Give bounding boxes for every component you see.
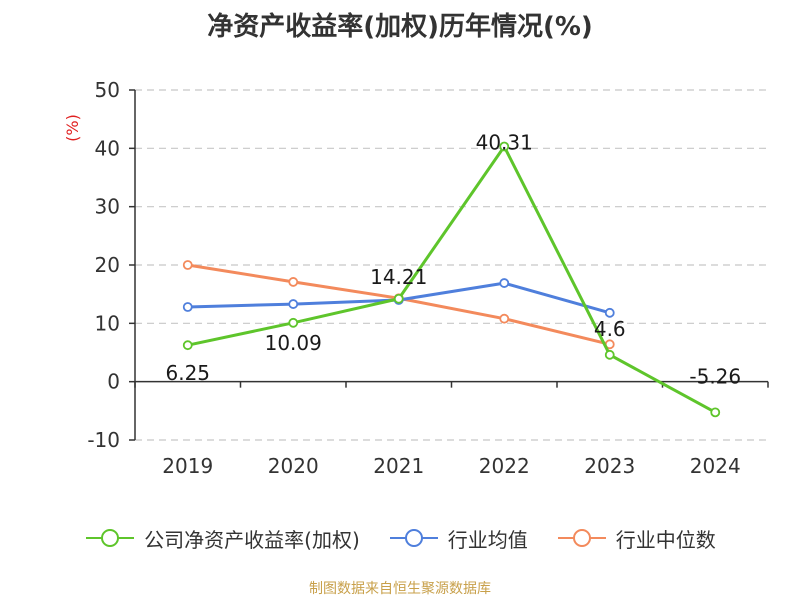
y-tick-label: 50: [95, 78, 120, 102]
legend-label-company: 公司净资产收益率(加权): [144, 527, 360, 552]
legend-item-industry-median[interactable]: 行业中位数: [556, 524, 716, 553]
x-tick-label: 2023: [584, 454, 635, 478]
data-point-1: [182, 302, 193, 312]
y-tick-label: 20: [95, 253, 120, 277]
data-label: 4.6: [594, 317, 626, 341]
y-tick-label: -10: [87, 428, 120, 452]
chart-title: 净资产收益率(加权)历年情况(%): [207, 12, 593, 42]
legend-label-industry-median: 行业中位数: [615, 527, 716, 552]
x-tick-label: 2020: [268, 454, 319, 478]
data-point-2: [288, 277, 299, 287]
data-point-2: [499, 313, 510, 324]
y-tick-label: 10: [95, 311, 120, 335]
y-tick-label: 0: [107, 370, 120, 394]
legend-item-industry-mean[interactable]: 行业均值: [388, 524, 528, 553]
y-tick-label: 40: [95, 136, 120, 160]
x-tick-label: 2021: [373, 454, 424, 478]
data-label: 10.09: [265, 331, 322, 355]
y-axis-unit-label: (%): [63, 114, 82, 142]
data-label: 40.31: [476, 131, 533, 155]
data-point-0: [288, 317, 299, 328]
chart-legend: 公司净资产收益率(加权) 行业均值 行业中位数: [0, 518, 800, 558]
data-label: 14.21: [370, 265, 427, 289]
data-label: 6.25: [165, 361, 210, 385]
data-point-1: [499, 278, 510, 288]
legend-swatch-industry-median: [557, 529, 606, 547]
data-point-0: [499, 141, 510, 152]
source-note: 制图数据来自恒生聚源数据库: [309, 581, 491, 597]
data-point-0: [710, 407, 721, 418]
legend-swatch-company: [86, 529, 135, 547]
data-point-0: [604, 349, 615, 360]
x-tick-label: 2022: [479, 454, 530, 478]
legend-item-company[interactable]: 公司净资产收益率(加权): [84, 524, 360, 553]
legend-swatch-industry-mean: [389, 529, 438, 547]
data-point-1: [288, 299, 299, 309]
data-point-2: [182, 260, 193, 270]
x-tick-label: 2019: [162, 454, 213, 478]
data-point-0: [393, 293, 404, 304]
data-point-1: [604, 307, 615, 318]
data-label: -5.26: [689, 364, 741, 388]
series-line-0: [187, 145, 716, 414]
data-point-0: [182, 340, 193, 351]
x-tick-label: 2024: [690, 454, 741, 478]
y-tick-label: 30: [95, 195, 120, 219]
legend-label-industry-mean: 行业均值: [447, 527, 528, 552]
